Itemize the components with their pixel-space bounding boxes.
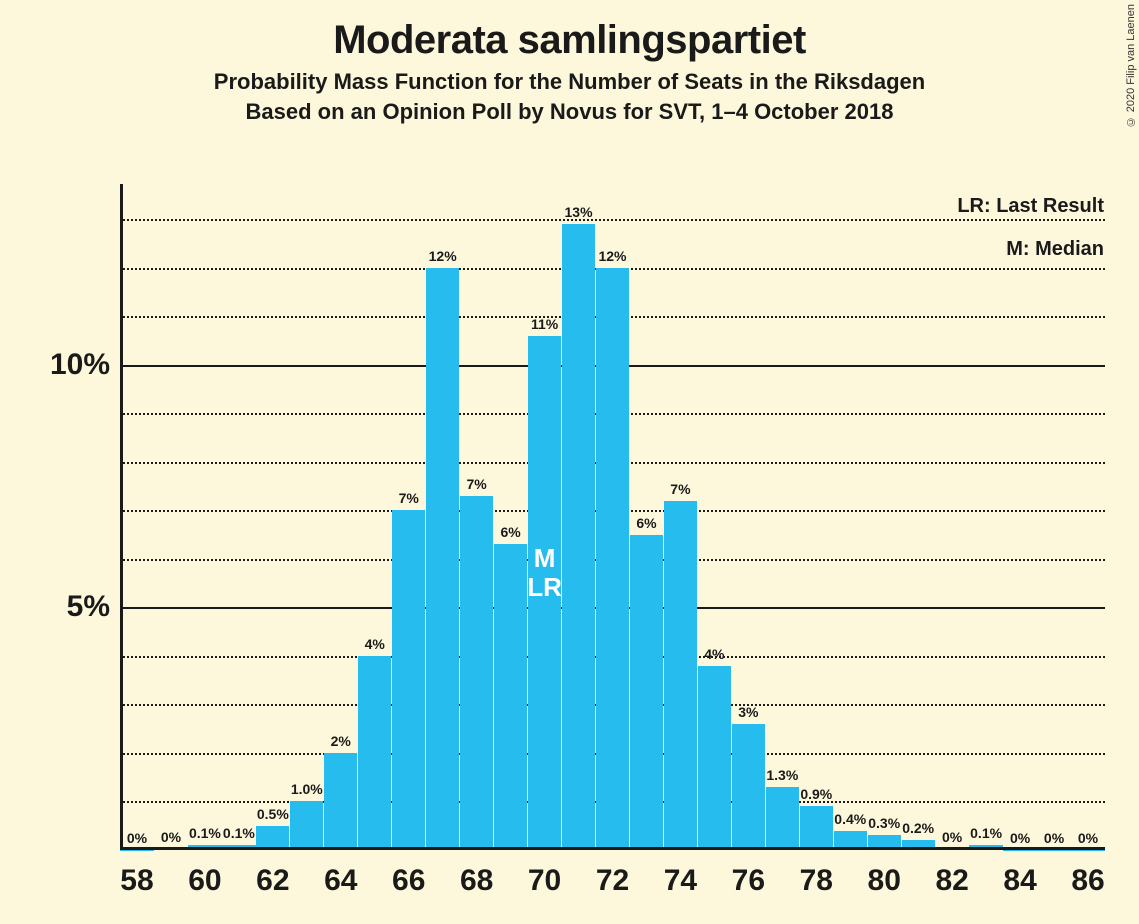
x-axis-label: 60: [188, 864, 221, 898]
x-axis-label: 72: [596, 864, 629, 898]
x-axis: [120, 847, 1105, 850]
bar-value-label: 6%: [636, 515, 656, 531]
bar: 3%: [732, 724, 765, 850]
bar-value-label: 0.3%: [868, 815, 900, 831]
x-axis-label: 74: [664, 864, 697, 898]
x-axis-label: 62: [256, 864, 289, 898]
chart-subtitle-1: Probability Mass Function for the Number…: [0, 69, 1139, 95]
page-root: © 2020 Filip van Laenen Moderata samling…: [0, 0, 1139, 924]
bar: 6%: [630, 535, 663, 850]
bar: 4%: [698, 666, 731, 850]
x-axis-label: 68: [460, 864, 493, 898]
bar-value-label: 0.9%: [800, 786, 832, 802]
bar: 12%: [426, 268, 459, 850]
bar-value-label: 7%: [467, 476, 487, 492]
bar-value-label: 7%: [670, 481, 690, 497]
bar: 7%: [664, 501, 697, 850]
bar-value-label: 0%: [942, 829, 962, 845]
bar-value-label: 0%: [1010, 830, 1030, 846]
bar-value-label: 0%: [1044, 830, 1064, 846]
y-axis-label: 10%: [50, 348, 110, 382]
bar-value-label: 12%: [429, 248, 457, 264]
bar-value-label: 13%: [565, 204, 593, 220]
bar-value-label: 12%: [598, 248, 626, 264]
x-axis-label: 76: [732, 864, 765, 898]
bar-value-label: 0.1%: [223, 825, 255, 841]
last-result-marker: LR: [527, 573, 562, 602]
grid-line-minor: [120, 219, 1105, 221]
title-block: Moderata samlingspartiet Probability Mas…: [0, 18, 1139, 129]
bar-value-label: 3%: [738, 704, 758, 720]
x-axis-label: 58: [120, 864, 153, 898]
bar-value-label: 1.0%: [291, 781, 323, 797]
bar-value-label: 7%: [399, 490, 419, 506]
x-axis-label: 84: [1003, 864, 1036, 898]
bar-value-label: 0%: [127, 830, 147, 846]
bar-value-label: 0.2%: [902, 820, 934, 836]
bar-value-label: 0.1%: [970, 825, 1002, 841]
x-axis-label: 80: [868, 864, 901, 898]
bar: 4%: [358, 656, 391, 850]
bar: 7%: [392, 510, 425, 850]
y-axis-label: 5%: [67, 590, 110, 624]
chart-subtitle-2: Based on an Opinion Poll by Novus for SV…: [0, 99, 1139, 125]
bar: 11%MLR: [528, 336, 561, 850]
y-axis: [120, 184, 123, 850]
bar: 1.3%: [766, 787, 799, 850]
pmf-bar-chart: 5%10%0%0%0.1%0.1%0.5%1.0%2%4%7%12%7%6%11…: [120, 190, 1105, 850]
bar: 6%: [494, 544, 527, 850]
bar-value-label: 4%: [365, 636, 385, 652]
bar-value-label: 0%: [161, 829, 181, 845]
x-axis-label: 82: [935, 864, 968, 898]
bar: 2%: [324, 753, 357, 850]
median-marker: M: [527, 544, 562, 573]
bar-value-label: 0.5%: [257, 806, 289, 822]
x-axis-label: 70: [528, 864, 561, 898]
bar: 12%: [596, 268, 629, 850]
bar: 0.9%: [800, 806, 833, 850]
bar: 1.0%: [290, 801, 323, 850]
bar-value-label: 2%: [331, 733, 351, 749]
bar: 7%: [460, 496, 493, 850]
x-axis-label: 78: [800, 864, 833, 898]
median-lr-marker: MLR: [527, 544, 562, 601]
bar-value-label: 6%: [500, 524, 520, 540]
bar-value-label: 0.4%: [834, 811, 866, 827]
bar: 13%: [562, 224, 595, 850]
x-axis-label: 66: [392, 864, 425, 898]
bar-value-label: 1.3%: [766, 767, 798, 783]
x-axis-label: 64: [324, 864, 357, 898]
bar-value-label: 4%: [704, 646, 724, 662]
bar-value-label: 0.1%: [189, 825, 221, 841]
bar-value-label: 0%: [1078, 830, 1098, 846]
chart-title: Moderata samlingspartiet: [0, 18, 1139, 63]
bar-value-label: 11%: [531, 316, 558, 332]
x-axis-label: 86: [1071, 864, 1104, 898]
